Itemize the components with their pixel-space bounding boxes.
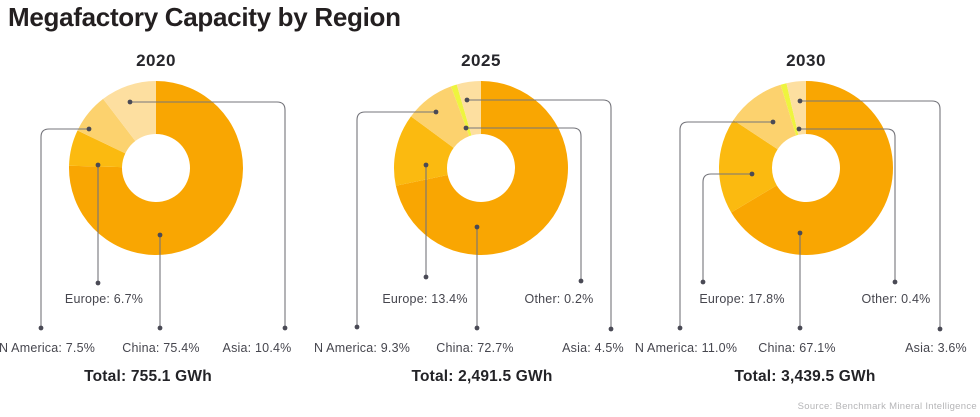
- leader-dot-label-n-america: [38, 325, 44, 331]
- callout-label-n-america-2025: N America: 9.3%: [313, 341, 411, 355]
- leader-line-asia: [467, 99, 612, 329]
- leader-dot-slice-other: [796, 126, 802, 132]
- leader-dot-label-europe: [700, 279, 706, 285]
- leader-dot-slice-china: [474, 224, 480, 230]
- donut-slice-europe: [393, 116, 454, 186]
- leader-dot-label-china: [157, 325, 163, 331]
- donut-slice-china: [69, 81, 244, 255]
- leader-dot-label-n-america: [354, 324, 360, 330]
- callout-label-europe-2020: Europe: 6.7%: [64, 292, 144, 306]
- leader-dot-label-europe: [95, 280, 101, 286]
- total-label-2020: Total: 755.1 GWh: [84, 368, 212, 385]
- donut-chart-2030: [677, 81, 943, 332]
- donut-slice-europe: [719, 120, 778, 213]
- callout-label-asia-2025: Asia: 4.5%: [562, 341, 624, 355]
- callout-label-china-2020: China: 75.4%: [122, 341, 200, 355]
- donut-chart-2020: [38, 81, 288, 331]
- leader-line-asia: [130, 101, 286, 328]
- leader-line-other: [799, 128, 896, 282]
- callout-label-other-2030: Other: 0.4%: [861, 292, 931, 306]
- leader-dot-label-china: [797, 325, 803, 331]
- leader-dot-slice-europe: [95, 162, 101, 168]
- leader-dot-slice-asia: [797, 98, 803, 104]
- donut-chart-2025: [354, 81, 614, 332]
- leader-dot-label-asia: [282, 325, 288, 331]
- leader-dot-label-other: [892, 279, 898, 285]
- callout-label-n-america-2020: N America: 7.5%: [0, 341, 96, 355]
- source-credit: Source: Benchmark Mineral Intelligence: [797, 401, 977, 412]
- leader-dot-label-asia: [937, 326, 943, 332]
- leader-dot-label-asia: [608, 326, 614, 332]
- leader-dot-slice-n-america: [770, 119, 776, 125]
- leader-line-asia: [800, 100, 941, 329]
- donut-slice-asia: [456, 81, 481, 136]
- callout-label-china-2030: China: 67.1%: [758, 341, 836, 355]
- callout-label-other-2025: Other: 0.2%: [524, 292, 594, 306]
- donut-slice-other: [451, 84, 472, 137]
- callout-label-china-2025: China: 72.7%: [436, 341, 514, 355]
- year-label-2030: 2030: [786, 51, 826, 70]
- leader-line-n-america: [40, 128, 89, 328]
- leader-dot-slice-other: [463, 125, 469, 131]
- leader-line-other: [466, 127, 582, 281]
- leader-dot-slice-europe: [423, 162, 429, 168]
- leader-dot-slice-europe: [749, 171, 755, 177]
- callout-label-asia-2030: Asia: 3.6%: [905, 341, 967, 355]
- leader-dot-label-other: [578, 278, 584, 284]
- total-label-2030: Total: 3,439.5 GWh: [734, 368, 876, 385]
- leader-dot-slice-china: [797, 230, 803, 236]
- donut-slice-asia: [786, 81, 806, 135]
- donut-slice-n-america: [410, 86, 470, 148]
- callout-label-n-america-2030: N America: 11.0%: [634, 341, 738, 355]
- callout-label-europe-2030: Europe: 17.8%: [699, 292, 785, 306]
- leader-dot-slice-n-america: [433, 109, 439, 115]
- page-title: Megafactory Capacity by Region: [8, 2, 401, 32]
- year-label-2020: 2020: [136, 51, 176, 70]
- leader-dot-label-china: [474, 325, 480, 331]
- leader-dot-label-n-america: [677, 325, 683, 331]
- leader-line-europe: [702, 173, 752, 282]
- donut-slice-china: [731, 81, 894, 255]
- donut-slice-n-america: [733, 84, 797, 150]
- donut-slice-n-america: [77, 98, 136, 154]
- leader-dot-label-europe: [423, 274, 429, 280]
- donut-slice-europe: [69, 130, 126, 168]
- total-label-2025: Total: 2,491.5 GWh: [411, 368, 553, 385]
- leader-line-n-america: [679, 121, 773, 328]
- leader-dot-slice-asia: [464, 97, 470, 103]
- leader-dot-slice-china: [157, 232, 163, 238]
- callout-label-asia-2020: Asia: 10.4%: [222, 341, 292, 355]
- callout-label-europe-2025: Europe: 13.4%: [382, 292, 468, 306]
- leader-dot-slice-asia: [127, 99, 133, 105]
- donut-slice-asia: [103, 81, 156, 141]
- leader-dot-slice-n-america: [86, 126, 92, 132]
- year-label-2025: 2025: [461, 51, 501, 70]
- donut-slice-china: [395, 81, 568, 256]
- leader-line-n-america: [356, 111, 436, 327]
- donut-slice-other: [780, 83, 799, 136]
